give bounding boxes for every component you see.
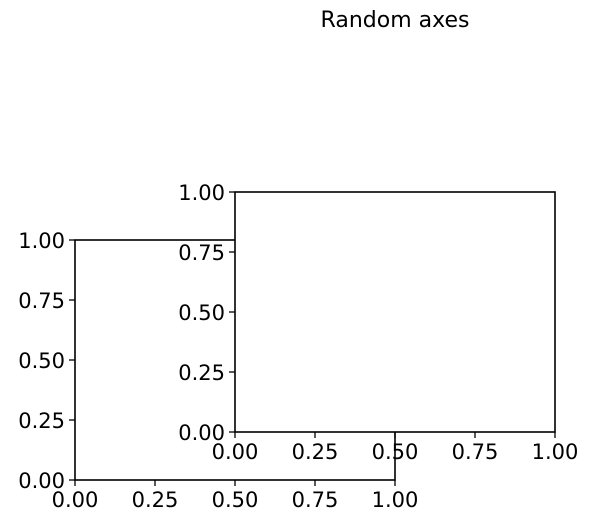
- x-tick-label-1-3: 0.75: [292, 488, 339, 512]
- figure-title: Random axes: [320, 8, 470, 33]
- y-tick-label-1-2: 0.50: [18, 349, 65, 373]
- y-tick-label-1-4: 1.00: [18, 229, 65, 253]
- y-tick-label-2-4: 1.00: [178, 181, 225, 205]
- x-tick-label-2-3: 0.75: [452, 440, 499, 464]
- axes-2: 0.00 0.25 0.50 0.75 1.00 0.00 0.25 0.50 0.75 1.00: [178, 181, 578, 464]
- y-tick-label-1-0: 0.00: [18, 469, 65, 493]
- y-tick-label-2-3: 0.75: [178, 241, 225, 265]
- axes-2-background: [235, 192, 555, 432]
- x-tick-label-2-1: 0.25: [292, 440, 339, 464]
- x-tick-label-1-2: 0.50: [212, 488, 259, 512]
- x-tick-label-1-1: 0.25: [132, 488, 179, 512]
- y-tick-label-2-2: 0.50: [178, 301, 225, 325]
- y-tick-label-1-3: 0.75: [18, 289, 65, 313]
- x-tick-label-2-2: 0.50: [372, 440, 419, 464]
- x-tick-label-1-0: 0.00: [52, 488, 99, 512]
- x-tick-label-1-4: 1.00: [372, 488, 419, 512]
- x-tick-label-2-4: 1.00: [532, 440, 579, 464]
- x-tick-label-2-0: 0.00: [212, 440, 259, 464]
- y-tick-label-2-0: 0.00: [178, 421, 225, 445]
- y-tick-label-2-1: 0.25: [178, 361, 225, 385]
- y-tick-label-1-1: 0.25: [18, 409, 65, 433]
